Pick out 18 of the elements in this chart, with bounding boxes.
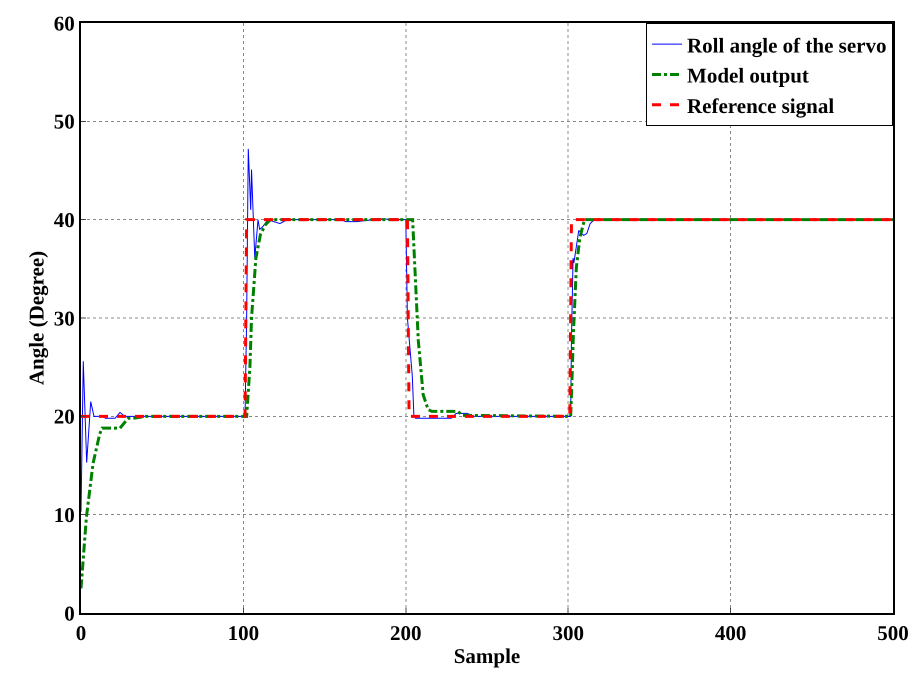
x-tick-label: 500 bbox=[877, 621, 909, 646]
line-series bbox=[81, 218, 893, 590]
y-tick-label: 0 bbox=[64, 601, 75, 626]
x-axis-title: Sample bbox=[454, 644, 520, 668]
y-tick-label: 60 bbox=[54, 11, 75, 36]
legend-label: Reference signal bbox=[687, 94, 834, 118]
y-tick-label: 30 bbox=[54, 306, 75, 330]
legend-label: Roll angle of the servo bbox=[687, 33, 886, 58]
x-tick-label: 400 bbox=[714, 621, 746, 646]
y-tick-label: 50 bbox=[54, 110, 75, 134]
legend-label: Model output bbox=[687, 64, 809, 88]
y-tick-label: 10 bbox=[54, 503, 75, 528]
y-axis-title: Angle (Degree) bbox=[24, 250, 48, 386]
x-tick-label: 300 bbox=[552, 621, 584, 646]
y-tick-label: 20 bbox=[54, 404, 75, 429]
x-tick-label: 200 bbox=[390, 621, 422, 646]
x-tick-label: 100 bbox=[228, 621, 260, 646]
y-tick-label: 40 bbox=[54, 208, 75, 232]
